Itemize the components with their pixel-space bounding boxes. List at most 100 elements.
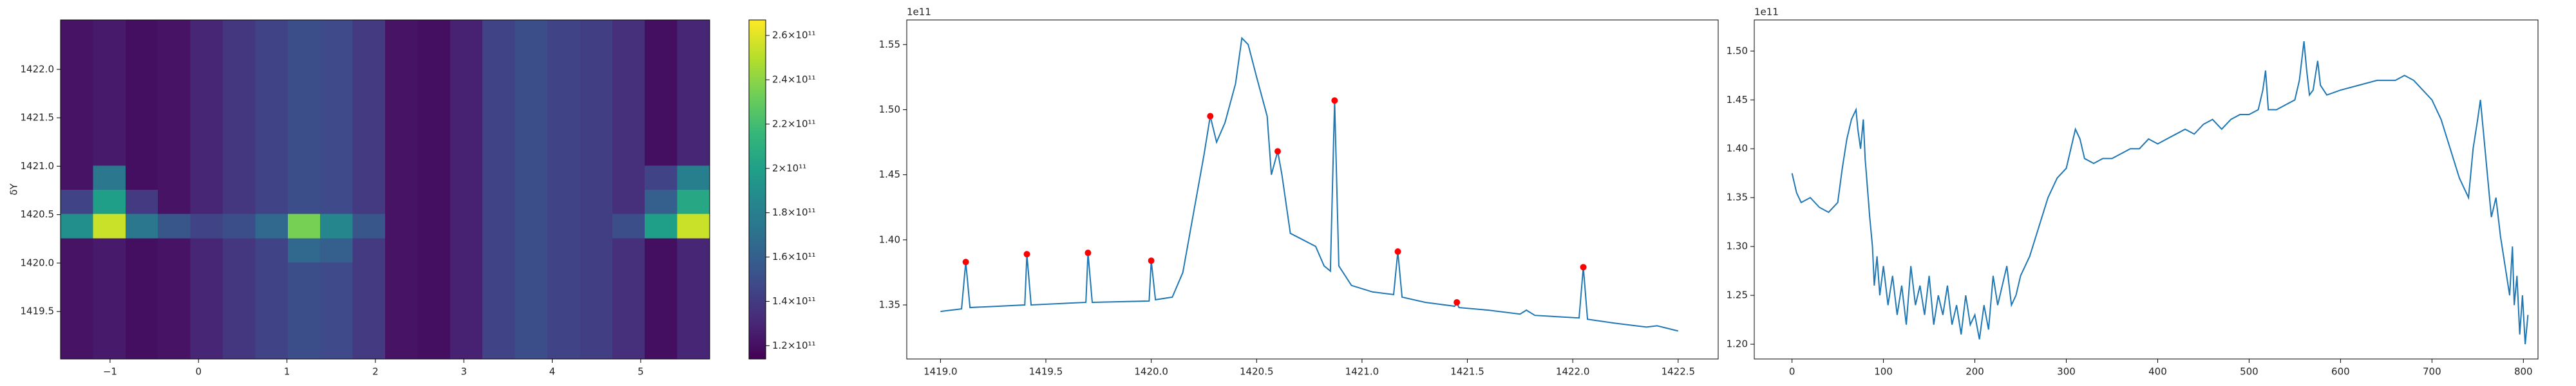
- colorbar-gradient: [749, 246, 766, 250]
- heatmap-cell: [450, 237, 483, 262]
- heatmap-cell: [385, 92, 418, 118]
- heatmap-cell: [612, 335, 645, 360]
- heatmap-cell: [612, 116, 645, 142]
- heatmap-cell: [450, 262, 483, 287]
- colorbar-gradient: [749, 93, 766, 97]
- heatmap: [61, 20, 710, 360]
- heatmap-cell: [125, 189, 158, 214]
- heatmap-cell: [580, 286, 613, 311]
- heatmap-cell: [158, 237, 191, 262]
- heatmap-cell: [61, 262, 93, 287]
- heatmap-cell: [125, 68, 158, 93]
- x-tick-label: −1: [103, 366, 117, 378]
- heatmap-cell: [255, 116, 289, 142]
- heatmap-cell: [223, 44, 256, 69]
- heatmap-cell: [125, 286, 158, 311]
- heatmap-cell: [158, 92, 191, 118]
- heatmap-cell: [417, 310, 451, 335]
- colorbar-gradient: [749, 285, 766, 289]
- colorbar-gradient: [749, 274, 766, 278]
- heatmap-cell: [515, 286, 548, 311]
- heatmap-cell: [255, 237, 289, 262]
- colorbar-gradient: [749, 232, 766, 235]
- heatmap-cell: [320, 262, 354, 287]
- heatmap-cell: [385, 286, 418, 311]
- heatmap-cell: [190, 262, 223, 287]
- colorbar-gradient: [749, 234, 766, 238]
- colorbar-gradient: [749, 90, 766, 94]
- heatmap-cell: [223, 116, 256, 142]
- heatmap-cell: [385, 262, 418, 287]
- colorbar-tick-label: 1.6×10¹¹: [772, 251, 816, 262]
- heatmap-cell: [385, 141, 418, 166]
- colorbar: [749, 20, 766, 360]
- y-tick-label: 1421.5: [21, 112, 55, 124]
- colorbar-gradient: [749, 248, 766, 252]
- heatmap-cell: [450, 286, 483, 311]
- colorbar-gradient: [749, 144, 766, 148]
- heatmap-cell: [125, 165, 158, 190]
- heatmap-cell: [93, 165, 126, 190]
- heatmap-cell: [352, 189, 386, 214]
- heatmap-cell: [255, 165, 289, 190]
- heatmap-cell: [385, 165, 418, 190]
- heatmap-cell: [677, 20, 710, 45]
- colorbar-gradient: [749, 68, 766, 71]
- heatmap-cell: [417, 20, 451, 45]
- heatmap-cell: [645, 189, 678, 214]
- heatmap-cell: [158, 116, 191, 142]
- heatmap-cell: [158, 262, 191, 287]
- x-tick-label: 1422.5: [1662, 366, 1696, 378]
- colorbar-gradient: [749, 319, 766, 323]
- colorbar-gradient: [749, 124, 766, 128]
- colorbar-gradient: [749, 79, 766, 83]
- colorbar-gradient: [749, 25, 766, 29]
- heatmap-cell: [385, 335, 418, 360]
- heatmap-cell: [190, 116, 223, 142]
- heatmap-cell: [320, 237, 354, 262]
- heatmap-cell: [352, 141, 386, 166]
- heatmap-cell: [93, 335, 126, 360]
- x-tick-label: 0: [195, 366, 202, 378]
- heatmap-cell: [223, 262, 256, 287]
- heatmap-cell: [255, 92, 289, 118]
- heatmap-cell: [287, 189, 321, 214]
- heatmap-cell: [547, 237, 580, 262]
- colorbar-gradient: [749, 353, 766, 357]
- colorbar-gradient: [749, 147, 766, 151]
- heatmap-cell: [190, 214, 223, 239]
- colorbar-gradient: [749, 268, 766, 272]
- heatmap-cell: [61, 214, 93, 239]
- colorbar-gradient: [749, 339, 766, 343]
- colorbar-gradient: [749, 257, 766, 261]
- peak-marker: [962, 259, 969, 266]
- heatmap-cell: [482, 189, 516, 214]
- y-tick-label: 1.45: [1727, 94, 1748, 106]
- heatmap-cell: [645, 214, 678, 239]
- colorbar-gradient: [749, 167, 766, 170]
- heatmap-cell: [450, 20, 483, 45]
- y-tick-label: 1.50: [879, 104, 900, 115]
- heatmap-cell: [547, 286, 580, 311]
- heatmap-cell: [158, 189, 191, 214]
- heatmap-cell: [580, 44, 613, 69]
- colorbar-gradient: [749, 333, 766, 337]
- heatmap-cell: [547, 310, 580, 335]
- heatmap-cell: [450, 165, 483, 190]
- colorbar-gradient: [749, 85, 766, 88]
- peak-marker: [1148, 257, 1155, 264]
- heatmap-cell: [223, 237, 256, 262]
- heatmap-cell: [645, 262, 678, 287]
- offset-label: 1e11: [907, 6, 931, 18]
- heatmap-cell: [580, 92, 613, 118]
- heatmap-cell: [255, 44, 289, 69]
- colorbar-gradient: [749, 33, 766, 37]
- colorbar-gradient: [749, 271, 766, 275]
- heatmap-cell: [417, 165, 451, 190]
- heatmap-cell: [677, 44, 710, 69]
- heatmap-cell: [612, 20, 645, 45]
- colorbar-gradient: [749, 252, 766, 255]
- colorbar-gradient: [749, 313, 766, 317]
- colorbar-gradient: [749, 217, 766, 221]
- heatmap-cell: [93, 44, 126, 69]
